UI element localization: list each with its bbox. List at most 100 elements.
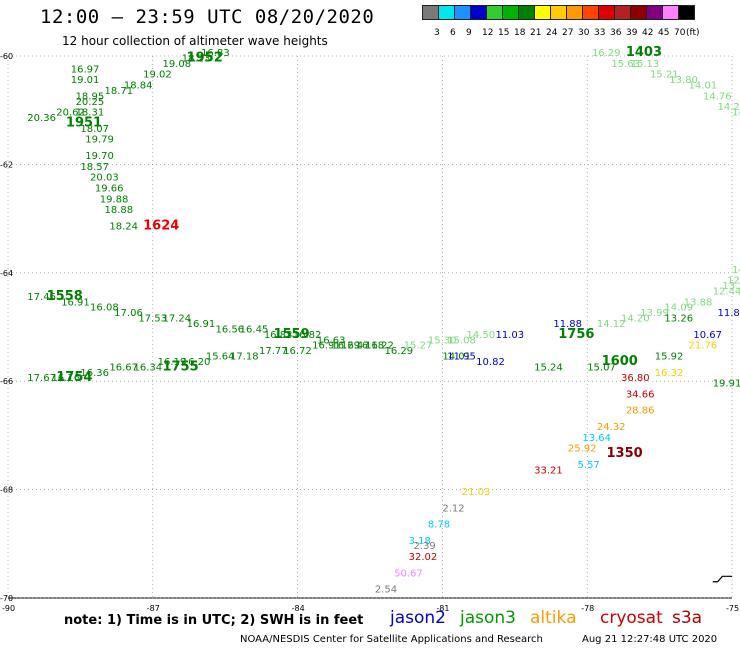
wave-height-value: 11.88 [553,319,582,330]
scale-label: 24 [546,28,558,38]
wave-height-value: 14.50 [467,330,496,341]
legend-altika: altika [530,608,577,628]
wave-height-value: 13.64 [582,433,611,444]
wave-height-value: 14.01 [442,352,471,363]
wave-height-value: 14.01 [689,81,718,92]
legend-jason3: jason3 [460,608,516,628]
wave-height-value: 17.67 [27,373,56,384]
wave-height-value: 16.34 [133,362,162,373]
wave-height-value: 18.23 [182,53,211,64]
wave-height-value: 14.11 [732,265,740,276]
lat-tick-label: -68 [0,486,13,495]
wave-height-value: 16.97 [71,64,100,75]
generated-timestamp: Aug 21 12:27:48 UTC 2020 [582,634,718,645]
wave-height-value: 17.53 [138,314,167,325]
wave-height-value: 20.25 [76,97,105,108]
wave-height-value: 16.20 [182,357,211,368]
scale-label: 36 [610,28,622,38]
wave-height-value: 19.88 [100,194,129,205]
wave-height-value: 5.57 [578,460,600,471]
wave-height-value: 16.32 [655,368,684,379]
wave-height-value: 19.01 [71,75,100,86]
time-label: 1403 [626,45,662,60]
wave-height-value: 19.66 [95,184,124,195]
wave-height-value: 17.77 [259,346,288,357]
scale-label: 6 [450,28,456,38]
lat-tick-label: -64 [0,269,13,278]
wave-height-value: 15.24 [534,362,563,373]
wave-height-value: 8.78 [428,520,450,531]
lon-tick-label: -87 [147,604,160,613]
wave-height-value: 18.84 [124,81,153,92]
wave-height-value: 32.02 [409,552,438,563]
wave-height-value: 15.30 [428,335,457,346]
wave-height-value: 12.49 [727,276,740,287]
wave-height-value: 16.08 [90,303,119,314]
scale-label: 70 [674,28,686,38]
wave-height-value: 13.88 [684,297,713,308]
wave-height-value: 15.08 [447,335,476,346]
wave-height-value: 16.19 [158,357,187,368]
lat-tick-label: -70 [0,594,13,603]
wave-height-value: 16.91 [187,319,216,330]
wave-height-value: 50.67 [394,568,423,579]
wave-height-value: 16.45 [240,324,269,335]
wave-height-value: 17.18 [230,352,259,363]
wave-height-value: 18.24 [109,221,138,232]
lat-tick-label: -62 [0,160,13,169]
lon-tick-label: -90 [2,604,15,613]
lon-tick-label: -78 [581,604,594,613]
wave-height-value: 16.72 [283,346,312,357]
scale-label: 30 [578,28,590,38]
wave-height-value: 21.76 [689,341,718,352]
wave-height-value: 24.32 [597,422,626,433]
wave-height-value: 14.20 [621,314,650,325]
time-label: 1755 [162,359,198,374]
wave-height-value: 15.92 [655,352,684,363]
legend-s3a: s3a [672,608,703,628]
wave-height-value: 18.57 [80,162,109,173]
wave-height-value: 13.99 [640,308,669,319]
wave-height-value: 16.63 [317,335,346,346]
wave-height-value: 11.80 [718,308,740,319]
wave-height-value: 16.83 [264,330,293,341]
time-label: 1600 [602,354,638,369]
wave-height-value: 28.86 [626,406,655,417]
lon-tick-label: -81 [436,604,449,613]
wave-height-value: 16.29 [331,341,360,352]
wave-height-value: 16.83 [201,48,230,59]
wave-height-value: 16.29 [592,48,621,59]
scale-label: 42 [642,28,654,38]
wave-height-value: 16.91 [61,297,90,308]
wave-height-value: 13.80 [669,75,698,86]
wave-height-value: 19.79 [85,135,114,146]
lat-tick-label: -60 [0,52,13,61]
scale-label: 21 [530,28,542,38]
wave-height-value: 33.21 [534,465,563,476]
scale-label: 39 [626,28,638,38]
time-label: 1558 [47,289,83,304]
legend-cryosat: cryosat [600,608,663,628]
wave-height-value: 18.88 [105,205,134,216]
wave-height-value: 16.18 [356,341,385,352]
wave-height-value: 16.56 [216,324,245,335]
time-label: 1756 [558,327,594,342]
scale-label: 9 [466,28,472,38]
time-label: 1624 [143,218,179,233]
wave-height-value: 16.47 [341,341,370,352]
scale-label: 12 [482,28,494,38]
wave-height-value: 15.13 [631,59,660,70]
time-label: 1952 [187,50,223,65]
time-label: 1350 [607,446,643,461]
wave-height-value: 18.31 [76,108,105,119]
wave-height-value: 20.36 [27,113,56,124]
time-label: 1754 [56,370,92,385]
wave-height-value: 15.64 [206,352,235,363]
wave-height-value: 34.66 [626,389,655,400]
wave-height-value: 18.95 [76,91,105,102]
wave-height-value: 15.63 [611,59,640,70]
credit-line: NOAA/NESDIS Center for Satellite Applica… [240,634,543,645]
wave-height-value: 19.70 [85,151,114,162]
